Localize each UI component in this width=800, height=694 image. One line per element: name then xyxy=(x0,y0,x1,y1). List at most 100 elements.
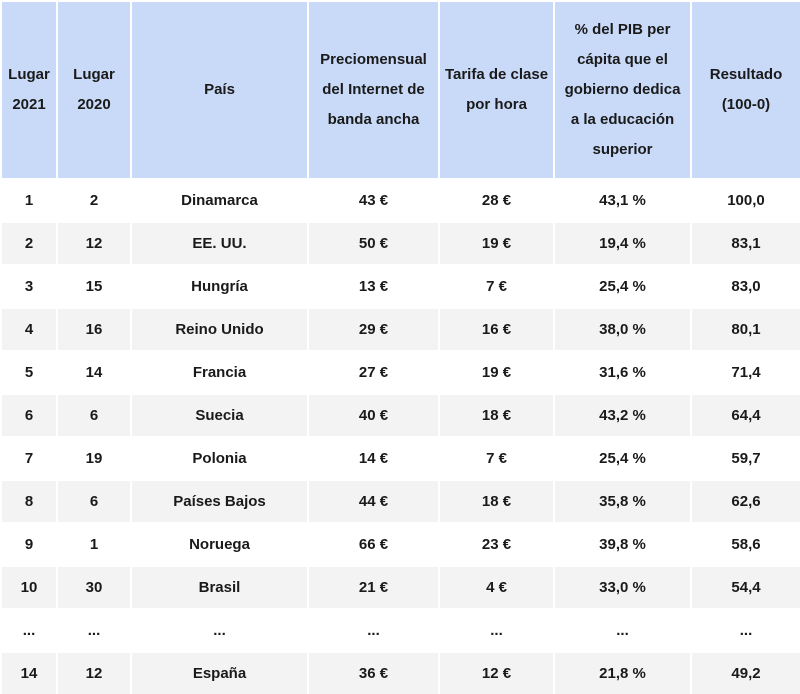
table-cell: 12 xyxy=(56,651,132,694)
header-cell: Preciomensual del Internet de banda anch… xyxy=(307,0,440,180)
table-cell: 44 € xyxy=(307,479,440,524)
header-row: Lugar 2021 Lugar 2020 País Preciomensual de… xyxy=(0,0,800,180)
table-cell: 19 € xyxy=(438,350,555,395)
table-cell: Francia xyxy=(130,350,309,395)
table-cell: 2 xyxy=(56,178,132,223)
table-cell: 16 € xyxy=(438,307,555,352)
table-cell: 21,8 % xyxy=(553,651,692,694)
table-cell: 6 xyxy=(0,393,58,438)
table-cell: Hungría xyxy=(130,264,309,309)
table-cell: 1 xyxy=(0,178,58,223)
table-cell: 13 € xyxy=(307,264,440,309)
table-cell: ... xyxy=(553,608,692,653)
header-cell: Lugar 2020 xyxy=(56,0,132,180)
table-body: 1 2 Dinamarca 43 €28 €43,1 % 100,0 2 12 EE. UU.… xyxy=(0,178,800,694)
table-row: 7 19 Polonia 14 €7 €25,4 % 59,7 xyxy=(0,436,800,481)
table-row: 6 6 Suecia 40 €18 €43,2 % 64,4 xyxy=(0,393,800,438)
table-cell: 2 xyxy=(0,221,58,266)
table-cell: 43 € xyxy=(307,178,440,223)
table-cell: 18 € xyxy=(438,479,555,524)
table-row: 8 6 Países Bajos 44 €18 €35,8 % 62,6 xyxy=(0,479,800,524)
table-cell: 12 xyxy=(56,221,132,266)
table-cell: 64,4 xyxy=(690,393,800,438)
table-cell: 39,8 % xyxy=(553,522,692,567)
table-cell: 71,4 xyxy=(690,350,800,395)
table-cell: 33,0 % xyxy=(553,565,692,610)
table-cell: 18 € xyxy=(438,393,555,438)
table-cell: ... xyxy=(0,608,58,653)
table-cell: 59,7 xyxy=(690,436,800,481)
table-row: 4 16 Reino Unido 29 €16 €38,0 % 80,1 xyxy=(0,307,800,352)
table-cell: 49,2 xyxy=(690,651,800,694)
table-row: 14 12 España 36 €12 €21,8 % 49,2 xyxy=(0,651,800,694)
header-cell: Tarifa de clase por hora xyxy=(438,0,555,180)
table-cell: ... xyxy=(690,608,800,653)
table-cell: 15 xyxy=(56,264,132,309)
table-row: 10 30 Brasil 21 €4 €33,0 % 54,4 xyxy=(0,565,800,610)
table-cell: 23 € xyxy=(438,522,555,567)
table-cell: 83,0 xyxy=(690,264,800,309)
table-cell: 27 € xyxy=(307,350,440,395)
table-cell: 100,0 xyxy=(690,178,800,223)
table-cell: 83,1 xyxy=(690,221,800,266)
table-cell: 28 € xyxy=(438,178,555,223)
table-cell: 1 xyxy=(56,522,132,567)
table-cell: 50 € xyxy=(307,221,440,266)
table-cell: Noruega xyxy=(130,522,309,567)
table-cell: Polonia xyxy=(130,436,309,481)
table-cell: 7 € xyxy=(438,436,555,481)
table-cell: 4 € xyxy=(438,565,555,610)
table-cell: 66 € xyxy=(307,522,440,567)
table-row: 3 15 Hungría 13 €7 €25,4 % 83,0 xyxy=(0,264,800,309)
table-cell: 9 xyxy=(0,522,58,567)
table-cell: 19 xyxy=(56,436,132,481)
table-cell: 7 xyxy=(0,436,58,481)
table-cell: ... xyxy=(56,608,132,653)
table-row: 9 1 Noruega 66 €23 €39,8 % 58,6 xyxy=(0,522,800,567)
table-cell: 40 € xyxy=(307,393,440,438)
table-row: ..................... xyxy=(0,608,800,653)
table-cell: Dinamarca xyxy=(130,178,309,223)
table-cell: 6 xyxy=(56,393,132,438)
table-cell: 43,1 % xyxy=(553,178,692,223)
table-cell: 14 € xyxy=(307,436,440,481)
table-cell: 38,0 % xyxy=(553,307,692,352)
table-cell: 4 xyxy=(0,307,58,352)
table-cell: 35,8 % xyxy=(553,479,692,524)
table-cell: 62,6 xyxy=(690,479,800,524)
header-cell: % del PIB per cápita que el gobierno ded… xyxy=(553,0,692,180)
table-row: 5 14 Francia 27 €19 €31,6 % 71,4 xyxy=(0,350,800,395)
table-row: 2 12 EE. UU. 50 €19 €19,4 % 83,1 xyxy=(0,221,800,266)
table-cell: 7 € xyxy=(438,264,555,309)
table-cell: 43,2 % xyxy=(553,393,692,438)
header-cell: País xyxy=(130,0,309,180)
table-cell: 21 € xyxy=(307,565,440,610)
table-cell: 12 € xyxy=(438,651,555,694)
table-cell: 31,6 % xyxy=(553,350,692,395)
table-cell: 25,4 % xyxy=(553,436,692,481)
table-cell: Brasil xyxy=(130,565,309,610)
table-row: 1 2 Dinamarca 43 €28 €43,1 % 100,0 xyxy=(0,178,800,223)
table-cell: ... xyxy=(130,608,309,653)
table-cell: 54,4 xyxy=(690,565,800,610)
table-cell: 5 xyxy=(0,350,58,395)
table-cell: 19,4 % xyxy=(553,221,692,266)
table-cell: Reino Unido xyxy=(130,307,309,352)
table-cell: España xyxy=(130,651,309,694)
table-cell: 14 xyxy=(56,350,132,395)
table-cell: ... xyxy=(438,608,555,653)
table-cell: 19 € xyxy=(438,221,555,266)
table-cell: 6 xyxy=(56,479,132,524)
table-cell: 36 € xyxy=(307,651,440,694)
table-cell: EE. UU. xyxy=(130,221,309,266)
table-cell: 80,1 xyxy=(690,307,800,352)
table-cell: 29 € xyxy=(307,307,440,352)
table-cell: Suecia xyxy=(130,393,309,438)
table-cell: 3 xyxy=(0,264,58,309)
table-cell: 30 xyxy=(56,565,132,610)
table-cell: 10 xyxy=(0,565,58,610)
table-cell: 8 xyxy=(0,479,58,524)
table-cell: 16 xyxy=(56,307,132,352)
header-cell: Lugar 2021 xyxy=(0,0,58,180)
